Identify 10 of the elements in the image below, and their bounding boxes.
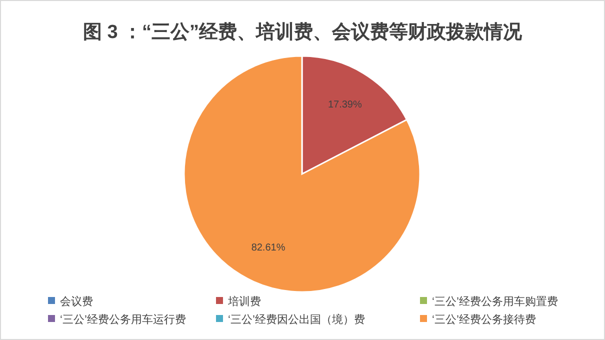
legend-label: ‘三公’经费因公出国（境）费 — [228, 313, 365, 326]
legend-label: ‘三公’经费公务用车运行费 — [60, 313, 186, 326]
pie-slice — [183, 55, 421, 293]
data-label: 17.39% — [328, 99, 362, 110]
legend-label: ‘三公’经费公务接待费 — [432, 313, 536, 326]
data-label: 82.61% — [251, 242, 286, 254]
chart-title: 图 3 ：“三公”经费、培训费、会议费等财政拨款情况 — [82, 21, 524, 43]
legend-label: 会议费 — [60, 295, 93, 308]
legend-label: ‘三公’经费公务用车购置费 — [432, 295, 558, 308]
legend-label: 培训费 — [227, 295, 261, 308]
